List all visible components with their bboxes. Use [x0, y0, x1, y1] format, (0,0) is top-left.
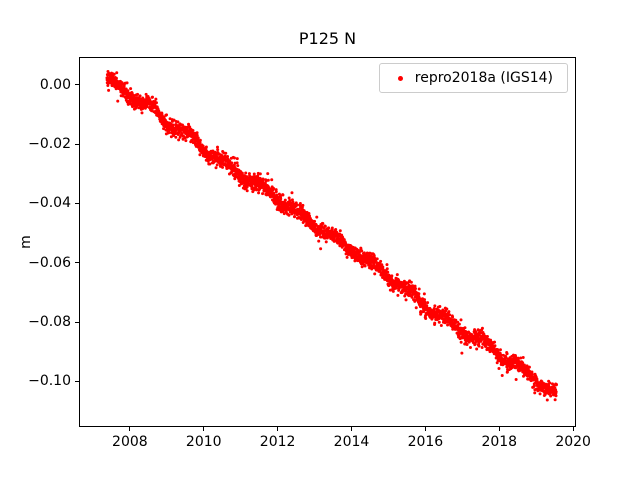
chart-title: P125 N	[298, 29, 357, 48]
x-tick-label: 2018	[481, 434, 518, 450]
y-tick-mark	[75, 202, 79, 204]
x-tick-mark	[498, 427, 500, 431]
x-tick-label: 2016	[407, 434, 444, 450]
y-tick-label: −0.02	[28, 136, 71, 153]
x-tick-mark	[572, 427, 574, 431]
x-tick-mark	[351, 427, 352, 431]
y-tick-label: −0.06	[28, 254, 71, 271]
y-tick-mark	[75, 321, 79, 323]
legend: repro2018a (IGS14)	[378, 63, 568, 93]
y-tick-mark	[75, 84, 79, 86]
legend-marker-dot-icon	[397, 75, 403, 81]
x-tick-mark	[424, 427, 426, 431]
x-tick-label: 2020	[555, 434, 591, 450]
x-tick-mark	[277, 427, 279, 431]
x-tick-label: 2012	[259, 434, 296, 450]
x-tick-label: 2010	[185, 434, 222, 450]
legend-label: repro2018a (IGS14)	[414, 70, 553, 86]
plot-area: repro2018a (IGS14)	[79, 57, 576, 427]
y-tick-label: −0.08	[28, 314, 71, 331]
y-axis-label: m	[18, 235, 34, 249]
y-tick-mark	[75, 380, 79, 382]
scatter-series-canvas	[80, 58, 575, 426]
y-tick-label: 0.00	[39, 76, 71, 93]
y-tick-label: −0.04	[28, 195, 71, 212]
y-tick-label: −0.10	[28, 373, 71, 390]
x-tick-mark	[203, 427, 205, 431]
y-tick-mark	[75, 262, 79, 264]
x-tick-mark	[129, 427, 131, 431]
x-tick-label: 2014	[333, 434, 370, 450]
x-tick-label: 2008	[112, 434, 148, 450]
y-tick-mark	[75, 143, 79, 145]
